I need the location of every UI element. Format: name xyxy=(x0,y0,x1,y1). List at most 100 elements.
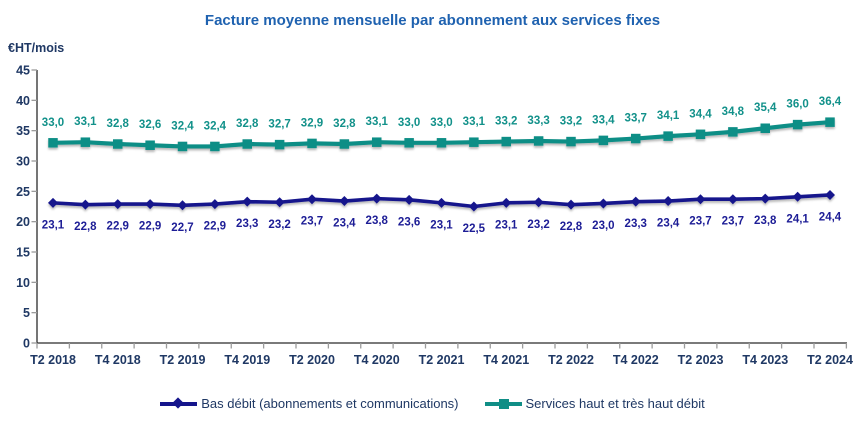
data-label: 33,2 xyxy=(495,116,517,128)
diamond-marker xyxy=(630,196,641,207)
square-marker xyxy=(372,137,382,147)
diamond-marker xyxy=(307,194,317,205)
diamond-marker xyxy=(371,193,382,204)
data-label: 36,4 xyxy=(819,96,842,108)
data-label: 33,1 xyxy=(463,116,486,128)
y-axis-label: 10 xyxy=(16,276,30,290)
y-axis-label: 0 xyxy=(23,337,30,351)
data-label: 23,4 xyxy=(333,218,356,230)
square-marker xyxy=(274,139,285,150)
data-label: 23,6 xyxy=(398,216,420,228)
diamond-marker xyxy=(501,197,512,208)
series-0-line xyxy=(48,189,835,212)
x-axis-label: T2 2022 xyxy=(548,353,594,367)
data-label: 23,7 xyxy=(722,216,744,228)
x-axis-label: T4 2018 xyxy=(95,353,141,367)
data-label: 34,8 xyxy=(722,106,745,118)
data-label: 32,4 xyxy=(204,120,227,132)
data-label: 23,3 xyxy=(625,218,647,230)
square-marker xyxy=(566,136,576,147)
x-axis-label: T4 2023 xyxy=(742,353,788,367)
square-marker xyxy=(145,140,155,150)
data-label: 33,4 xyxy=(592,114,615,126)
diamond-marker xyxy=(468,201,479,212)
legend-label-haut-debit: Services haut et très haut débit xyxy=(525,396,705,411)
series-1-data-labels: 33,0 33,1 32,8 32,6 32,4 32,4 32,8 32,7 32,9 32,8… xyxy=(42,96,842,132)
square-marker xyxy=(113,139,123,149)
data-label: 33,3 xyxy=(527,115,549,127)
x-axis-label: T2 2019 xyxy=(160,353,206,367)
diamond-marker xyxy=(242,196,253,207)
data-label: 32,8 xyxy=(236,118,259,130)
square-marker xyxy=(307,138,317,149)
diamond-marker xyxy=(404,194,415,205)
diamond-marker xyxy=(209,199,220,210)
square-marker xyxy=(598,135,609,146)
data-label: 23,3 xyxy=(236,218,258,230)
diamond-marker xyxy=(695,194,706,205)
square-marker xyxy=(80,137,91,147)
y-axis-label: 40 xyxy=(16,94,30,108)
data-label: 32,9 xyxy=(301,117,323,129)
legend-line-square-icon xyxy=(484,398,522,410)
legend-item-bas-debit: Bas débit (abonnements et communications… xyxy=(160,396,459,411)
y-axis-label: 30 xyxy=(16,155,30,169)
data-label: 22,8 xyxy=(560,221,583,233)
square-marker xyxy=(501,136,511,147)
data-label: 22,9 xyxy=(204,221,226,233)
square-marker xyxy=(177,141,188,152)
square-marker xyxy=(404,138,414,148)
square-marker xyxy=(242,139,252,149)
square-marker xyxy=(663,131,673,141)
x-axis-label: T2 2021 xyxy=(419,353,465,367)
chart-title: Facture moyenne mensuelle par abonnement… xyxy=(204,12,661,29)
square-marker xyxy=(339,139,350,149)
data-label: 36,0 xyxy=(786,99,808,111)
square-marker xyxy=(631,133,641,144)
x-axis-label: T2 2020 xyxy=(289,353,335,367)
data-label: 32,7 xyxy=(268,119,290,131)
data-label: 22,9 xyxy=(107,221,129,233)
data-label: 32,4 xyxy=(171,120,194,132)
square-marker xyxy=(469,137,479,147)
data-label: 23,7 xyxy=(689,216,711,228)
y-axis-label: 20 xyxy=(16,215,30,229)
data-label: 23,0 xyxy=(592,220,614,232)
data-label: 33,7 xyxy=(625,113,647,125)
diamond-marker xyxy=(145,199,156,210)
data-label: 33,1 xyxy=(366,116,389,128)
data-label: 33,0 xyxy=(42,117,64,129)
legend: Bas débit (abonnements et communications… xyxy=(0,396,865,411)
square-marker xyxy=(533,136,544,146)
diamond-marker xyxy=(727,194,738,205)
x-axis-label: T4 2020 xyxy=(354,353,400,367)
square-marker xyxy=(210,141,220,152)
square-marker xyxy=(728,127,738,137)
square-marker xyxy=(792,119,803,130)
diamond-marker xyxy=(533,197,544,208)
data-label: 33,0 xyxy=(430,117,452,129)
diamond-marker xyxy=(274,197,285,208)
square-marker xyxy=(825,117,835,127)
diamond-marker xyxy=(80,199,91,210)
square-marker xyxy=(760,123,770,133)
data-label: 33,0 xyxy=(398,117,420,129)
data-label: 22,9 xyxy=(139,221,161,233)
data-label: 32,8 xyxy=(107,118,130,130)
diamond-marker xyxy=(436,197,447,208)
data-label: 23,8 xyxy=(754,215,777,227)
y-axis-label: 45 xyxy=(16,64,30,78)
x-axis-label: T4 2021 xyxy=(483,353,529,367)
diamond-marker xyxy=(792,191,803,202)
data-label: 32,6 xyxy=(139,119,161,131)
x-axis-label: T2 2023 xyxy=(678,353,724,367)
data-label: 23,7 xyxy=(301,216,323,228)
legend-label-bas-debit: Bas débit (abonnements et communications… xyxy=(201,396,459,411)
data-label: 23,2 xyxy=(527,219,549,231)
data-label: 22,5 xyxy=(463,223,486,235)
data-label: 33,2 xyxy=(560,116,582,128)
data-label: 34,4 xyxy=(689,108,712,120)
data-label: 23,8 xyxy=(366,215,389,227)
diamond-marker xyxy=(339,196,350,207)
